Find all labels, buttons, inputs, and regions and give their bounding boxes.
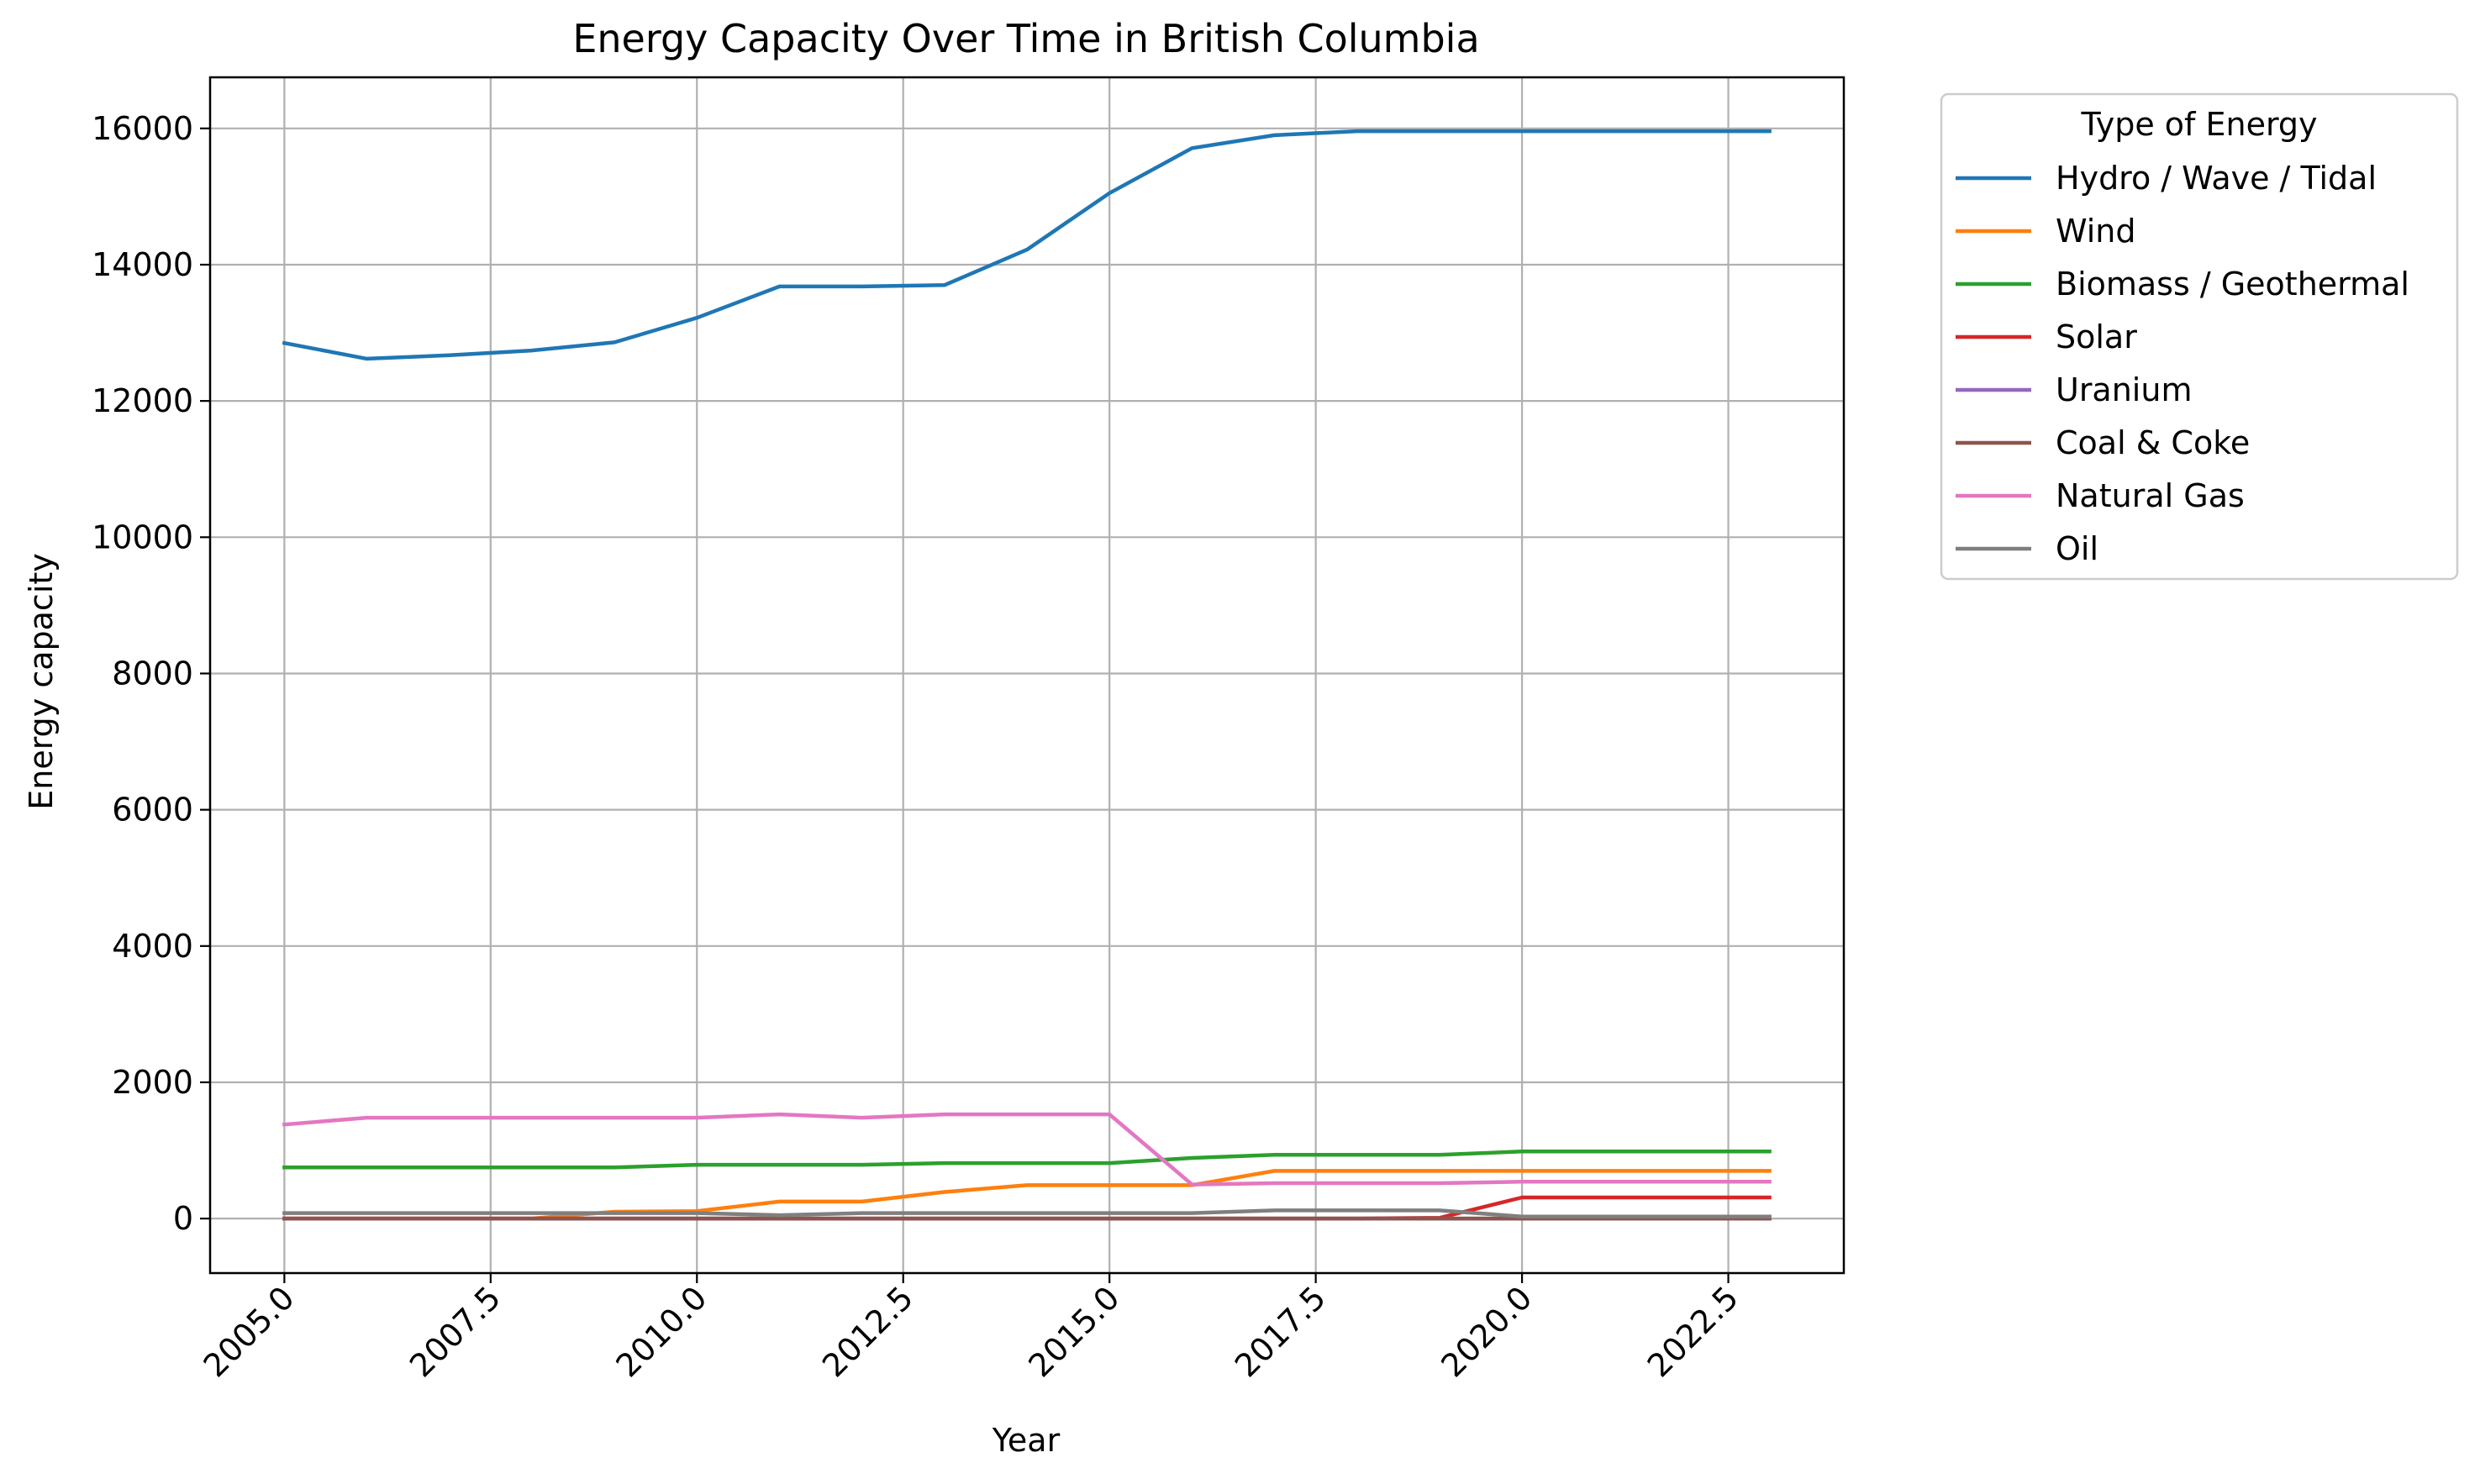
x-axis-label: Year [992,1422,1061,1459]
y-tick-label: 12000 [92,382,193,419]
y-tick-label: 0 [173,1200,193,1237]
series-line-natural-gas [282,1112,1772,1187]
legend-title: Type of Energy [2080,106,2317,143]
legend-items: Hydro / Wave / Tidal Wind Biomass / Geothe… [1956,160,2409,567]
legend-label: Coal & Coke [2056,424,2250,461]
series-line-oil [282,1208,1772,1218]
y-axis-label: Energy capacity [23,553,60,810]
legend-box [1940,92,2459,581]
y-tick-label: 2000 [112,1064,193,1101]
legend-label: Oil [2056,530,2098,567]
y-tick-label: 8000 [112,655,193,692]
y-tick-label: 10000 [92,518,193,555]
series-lines [282,129,1772,1221]
y-tick-label: 16000 [92,110,193,147]
series-line-biomass-geothermal [282,1150,1772,1170]
y-axis: 0 2000 4000 6000 8000 10000 12000 14000 16000 [92,110,210,1237]
y-tick-label: 4000 [112,928,193,965]
legend-label: Wind [2056,213,2136,250]
series-line-hydro-wave-tidal [282,129,1772,361]
chart-title: Energy Capacity Over Time in British Col… [572,16,1479,61]
legend-label: Hydro / Wave / Tidal [2056,160,2377,197]
y-tick-label: 6000 [112,792,193,829]
legend: Type of Energy Hydro / Wave / Tidal Wind B… [1940,92,2459,581]
legend-label: Natural Gas [2056,477,2245,514]
y-tick-label: 14000 [92,246,193,283]
plot-frame [208,76,1846,1275]
legend-label: Uranium [2056,371,2192,408]
legend-label: Biomass / Geothermal [2056,266,2409,303]
legend-label: Solar [2056,318,2137,355]
